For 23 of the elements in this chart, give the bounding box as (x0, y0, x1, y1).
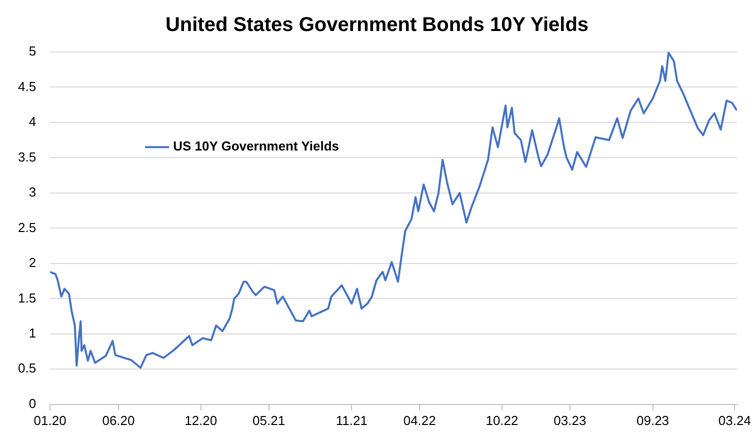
x-tick-label: 03.23 (554, 412, 586, 428)
x-tick-label: 12.20 (184, 412, 218, 428)
y-tick-label: 5 (28, 44, 36, 59)
y-tick-label: 1.5 (18, 290, 36, 306)
y-tick-label: 3 (28, 184, 36, 200)
x-tick-label: 04.22 (403, 412, 436, 428)
y-tick-label: 0 (28, 396, 36, 411)
x-tick-label: 01.20 (34, 412, 66, 428)
y-tick-label: 0.5 (18, 360, 36, 376)
x-tick-label: 03.24 (718, 412, 751, 428)
y-tick-label: 2 (28, 255, 36, 270)
legend-label: US 10Y Government Yields (173, 138, 340, 154)
x-tick-label: 09.23 (636, 412, 670, 428)
x-tick-label: 06.20 (102, 412, 135, 428)
x-tick-label: 11.21 (336, 412, 368, 428)
y-tick-label: 2.5 (18, 220, 36, 235)
y-tick-label: 4 (28, 114, 36, 130)
y-tick-label: 3.5 (18, 149, 36, 164)
chart-title: United States Government Bonds 10Y Yields (164, 14, 590, 37)
y-tick-label: 1 (28, 326, 36, 340)
y-tick-label: 4.5 (18, 78, 36, 94)
x-tick-label: 10.22 (486, 412, 518, 428)
x-tick-label: 05.21 (252, 412, 286, 428)
